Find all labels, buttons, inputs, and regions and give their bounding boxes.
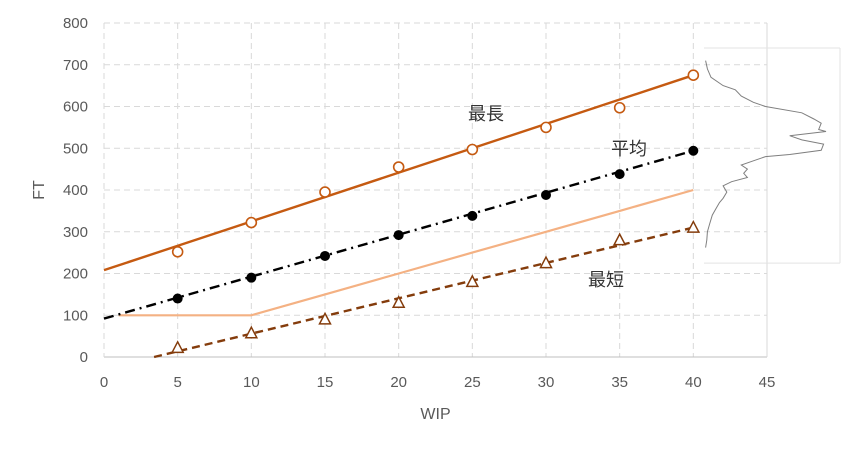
y-tick-label: 800 [63, 15, 88, 32]
trendline-2 [153, 226, 694, 359]
x-tick-label: 40 [685, 374, 702, 391]
y-tick-label: 500 [63, 140, 88, 157]
marker-circle-filled [320, 250, 330, 261]
marker-circle-filled [172, 293, 183, 304]
marker-circle-filled [467, 210, 478, 221]
grid-lines [104, 22, 767, 357]
reference-line [118, 188, 694, 317]
marker-circle-filled [614, 169, 625, 180]
distribution-curve [705, 60, 827, 248]
marker-triangle-open [612, 232, 627, 246]
y-tick-label: 200 [63, 266, 88, 283]
x-tick-label: 25 [464, 374, 481, 391]
marker-circle-filled [688, 145, 699, 156]
x-tick-label: 30 [538, 374, 555, 391]
marker-circle-open [319, 186, 331, 198]
marker-circle-open [245, 216, 258, 229]
label-shortest: 最短 [588, 270, 624, 291]
plot-area-border [103, 23, 768, 358]
tick-labels: 0 100 200 300 400 500 600 700 800 0 5 10 15 20 25 30 35 4… [63, 15, 775, 391]
marker-circle-filled [393, 230, 404, 241]
y-tick-label: 400 [63, 182, 88, 199]
x-tick-label: 45 [759, 374, 776, 391]
x-tick-label: 10 [243, 374, 260, 391]
x-tick-label: 35 [611, 374, 628, 391]
marker-triangle-open [391, 295, 406, 308]
marker-circle-open [613, 101, 626, 114]
marker-circle-open [540, 121, 552, 134]
x-axis-title: WIP [420, 406, 450, 423]
distribution-frame [704, 47, 841, 264]
y-axis-title: FT [31, 180, 48, 200]
marker-triangle-open [244, 325, 259, 339]
x-tick-label: 15 [317, 374, 334, 391]
series-layer [103, 69, 701, 359]
y-tick-label: 300 [63, 224, 88, 241]
marker-triangle-open [539, 255, 553, 269]
marker-circle-filled [246, 272, 257, 283]
marker-triangle-open [318, 311, 332, 325]
x-tick-label: 0 [100, 374, 108, 391]
label-average: 平均 [611, 139, 647, 160]
trendline-1 [103, 149, 694, 320]
marker-circle-open [171, 245, 184, 258]
y-tick-label: 700 [63, 57, 88, 74]
label-longest: 最長 [468, 104, 504, 125]
marker-circle-open [466, 143, 479, 156]
marker-circle-filled [541, 190, 551, 201]
marker-triangle-open [170, 340, 185, 354]
x-tick-label: 20 [390, 374, 407, 391]
y-tick-label: 600 [63, 99, 88, 116]
marker-triangle-open [465, 274, 480, 288]
marker-triangle-open [686, 219, 701, 233]
y-tick-label: 0 [80, 349, 88, 366]
x-tick-label: 5 [173, 374, 181, 391]
y-tick-label: 100 [63, 307, 88, 324]
marker-circle-open [687, 69, 700, 81]
marker-circle-open [392, 161, 405, 173]
